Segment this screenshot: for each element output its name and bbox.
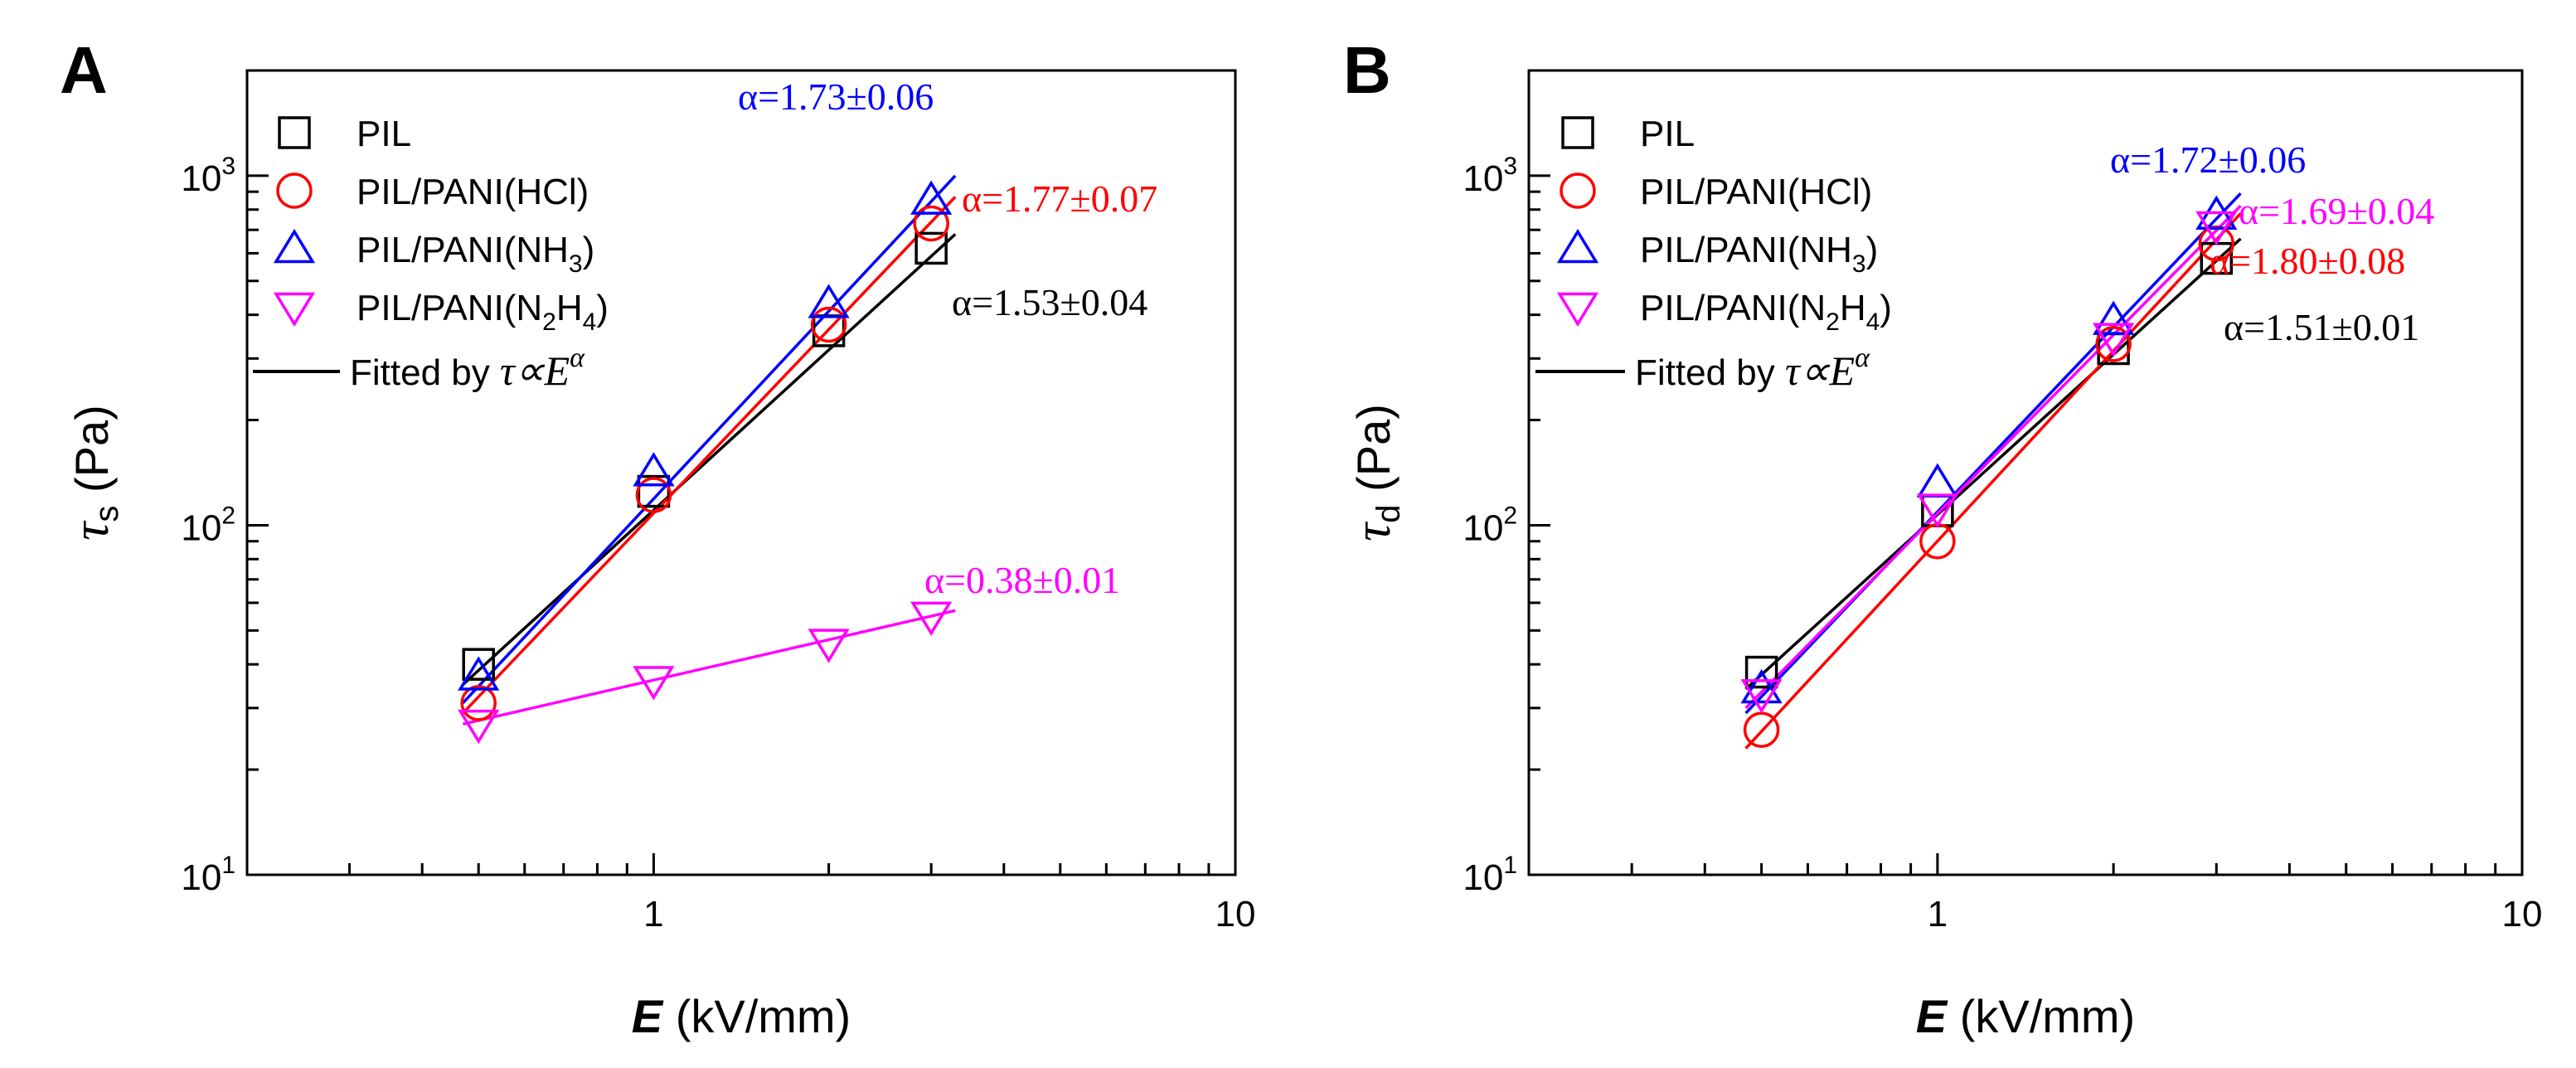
panel-b-legend-label-0: PIL bbox=[1640, 114, 1695, 154]
panel-a-annotation-pil: α=1.53±0.04 bbox=[952, 281, 1147, 323]
panel-a-point-pil-pani-nh3 bbox=[808, 284, 850, 318]
panel-a-point-pil-pani-hcl bbox=[913, 205, 949, 242]
panel-a-legend-fit-label: Fitted by τ∝Eα bbox=[350, 342, 585, 394]
panel-a-point-pil-pani-nh3 bbox=[910, 180, 953, 215]
panel-a-annotation-pil-pani-hcl: α=1.77±0.07 bbox=[962, 177, 1157, 220]
panel-a-point-pil-pani-nh3 bbox=[633, 452, 675, 487]
panel-a-legend-label-2: PIL/PANI(NH3) bbox=[357, 230, 594, 278]
panel-a-point-pil-pani-hcl bbox=[635, 477, 672, 513]
panel-a-point-pil-pani-hcl bbox=[810, 306, 847, 343]
panel-b-point-pil-pani-n2h4 bbox=[1916, 493, 1958, 528]
panel-b-fit-line-pil bbox=[1744, 237, 2242, 691]
panel-a-point-pil bbox=[462, 648, 495, 681]
panel-b: B 1 10 101 102 103 PIL PIL/PANI(HCl) PIL/PANI(… bbox=[1343, 33, 2542, 1042]
panel-a-y-tick-label: 102 bbox=[181, 502, 235, 548]
panel-b-legend-label-2: PIL/PANI(NH3) bbox=[1640, 230, 1878, 278]
panel-a-legend-label-3: PIL/PANI(N2H4) bbox=[357, 288, 609, 336]
panel-b-x-tick-label: 10 bbox=[2502, 894, 2543, 934]
panel-a-point-pil-pani-n2h4 bbox=[910, 601, 953, 636]
panel-a-y-tick-label: 101 bbox=[181, 852, 235, 898]
panel-a-annotations: α=1.53±0.04 α=1.77±0.07 α=1.73±0.06 α=0.38±… bbox=[738, 75, 1157, 601]
panel-b-y-tick-label: 103 bbox=[1463, 153, 1517, 199]
panel-a-legend-marker-2 bbox=[273, 228, 316, 264]
panel-b-legend-fit-label: Fitted by τ∝Eα bbox=[1635, 342, 1870, 394]
panel-a-annotation-pil-pani-nh3: α=1.73±0.06 bbox=[738, 75, 934, 118]
panel-a-legend-marker-3 bbox=[273, 292, 316, 328]
panel-a-legend-label-0: PIL bbox=[357, 114, 411, 154]
panel-b-point-pil-pani-n2h4 bbox=[2195, 211, 2238, 246]
panel-a-legend: PIL PIL/PANI(HCl) PIL/PANI(NH3) PIL/PANI(N2… bbox=[253, 114, 609, 394]
panel-b-x-tick-label: 1 bbox=[1928, 894, 1948, 934]
panel-a-markers bbox=[458, 180, 953, 745]
panel-a-y-tick-label: 103 bbox=[181, 153, 235, 199]
panel-b-point-pil-pani-n2h4 bbox=[2093, 323, 2135, 357]
panel-b-fit-line-pil-pani-n2h4 bbox=[1744, 205, 2242, 710]
panel-a-point-pil-pani-nh3 bbox=[458, 656, 500, 691]
panel-a-x-tick-label: 10 bbox=[1215, 894, 1256, 934]
panel-a-fit-line-pil-pani-nh3 bbox=[462, 174, 957, 705]
panel-a-legend-marker-0 bbox=[278, 116, 311, 149]
panel-b-y-tick-label: 101 bbox=[1463, 852, 1517, 898]
panel-b-annotations: α=1.51±0.01 α=1.80±0.08 α=1.72±0.06 α=1.69±… bbox=[2110, 138, 2434, 348]
panel-a-plot-frame bbox=[245, 69, 1237, 876]
panel-b-annotation-pil: α=1.51±0.01 bbox=[2224, 306, 2419, 348]
panel-b-legend-marker-3 bbox=[1556, 292, 1599, 328]
panel-b-fit-lines bbox=[1744, 192, 2242, 750]
panel-b-fit-line-pil-pani-hcl bbox=[1744, 212, 2242, 750]
panel-b-tick-labels: 1 10 101 102 103 bbox=[1463, 153, 2542, 934]
panel-b-ticks bbox=[1527, 69, 2524, 876]
panel-b-annotation-pil-pani-n2h4: α=1.69±0.04 bbox=[2239, 190, 2434, 232]
panel-a-point-pil bbox=[914, 231, 948, 265]
panel-a-annotation-pil-pani-n2h4: α=0.38±0.01 bbox=[924, 559, 1120, 601]
panel-b-legend-label-3: PIL/PANI(N2H4) bbox=[1640, 288, 1892, 336]
panel-b-markers bbox=[1740, 195, 2238, 748]
panel-a-x-axis-title: E (kV/mm) bbox=[632, 990, 851, 1042]
panel-b-legend: PIL PIL/PANI(HCl) PIL/PANI(NH3) PIL/PANI(N2… bbox=[1535, 114, 1892, 394]
panel-a: A 1 10 101 102 103 PIL PIL/PANI(HCl) PIL/PANI(… bbox=[60, 33, 1255, 1042]
panel-a-point-pil-pani-n2h4 bbox=[458, 709, 500, 745]
panel-a-fit-line-pil-pani-n2h4 bbox=[462, 609, 956, 726]
panel-b-annotation-pil-pani-nh3: α=1.72±0.06 bbox=[2110, 138, 2306, 181]
panel-a-tick-labels: 1 10 101 102 103 bbox=[181, 153, 1255, 934]
panel-a-fit-line-pil bbox=[462, 233, 957, 686]
panel-b-legend-marker-2 bbox=[1556, 228, 1599, 264]
panel-b-fit-line-pil-pani-nh3 bbox=[1744, 192, 2242, 715]
panel-a-fit-line-pil-pani-hcl bbox=[462, 196, 957, 715]
panel-b-point-pil-pani-n2h4 bbox=[1740, 679, 1783, 714]
panel-a-point-pil-pani-hcl bbox=[460, 685, 497, 721]
panel-a-point-pil-pani-n2h4 bbox=[808, 629, 850, 663]
panel-a-y-axis-title: τs (Pa) bbox=[63, 405, 125, 541]
panel-b-plot-frame bbox=[1527, 69, 2524, 876]
panel-b-legend-marker-1 bbox=[1560, 172, 1596, 209]
panel-a-legend-label-1: PIL/PANI(HCl) bbox=[357, 172, 589, 212]
panel-b-point-pil bbox=[1744, 655, 1778, 689]
panel-b-letter: B bbox=[1343, 33, 1391, 107]
panel-b-point-pil-pani-hcl bbox=[2095, 326, 2132, 362]
panel-b-point-pil-pani-nh3 bbox=[1740, 668, 1783, 704]
panel-a-ticks bbox=[245, 69, 1237, 876]
panel-b-y-axis-title: τd (Pa) bbox=[1345, 404, 1407, 541]
panel-a-point-pil-pani-n2h4 bbox=[633, 666, 675, 701]
panel-b-point-pil-pani-nh3 bbox=[2093, 300, 2135, 335]
panel-a-fit-lines bbox=[462, 174, 957, 726]
panel-a-legend-marker-1 bbox=[276, 172, 313, 209]
panel-b-annotation-pil-pani-hcl: α=1.80±0.08 bbox=[2210, 240, 2405, 282]
panel-b-legend-label-1: PIL/PANI(HCl) bbox=[1640, 172, 1872, 212]
panel-b-legend-marker-0 bbox=[1561, 116, 1594, 149]
panel-a-letter: A bbox=[60, 33, 108, 107]
panel-a-x-tick-label: 1 bbox=[643, 894, 663, 934]
panel-b-y-tick-label: 102 bbox=[1463, 502, 1517, 548]
panel-b-point-pil-pani-nh3 bbox=[1916, 463, 1958, 498]
panel-b-x-axis-title: E (kV/mm) bbox=[1916, 990, 2135, 1042]
